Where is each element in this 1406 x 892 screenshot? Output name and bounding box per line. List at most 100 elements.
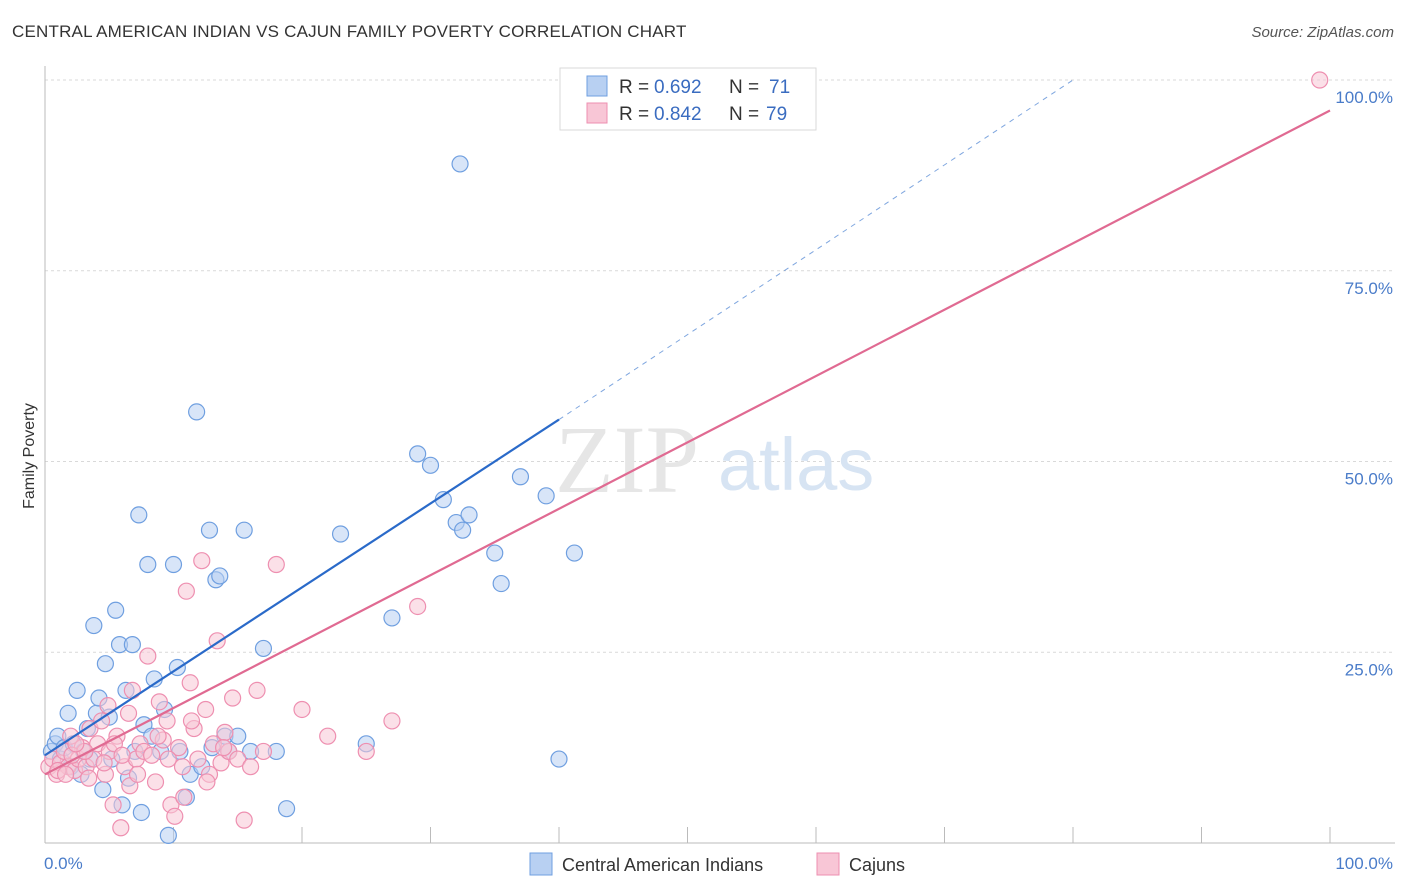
data-point: [123, 636, 141, 654]
legend-n-value-blue: 71: [769, 77, 790, 98]
data-point: [119, 704, 138, 722]
legend-r-label-pink: R =: [619, 104, 649, 125]
data-point: [211, 567, 229, 585]
data-point: [80, 769, 98, 787]
x-tick-label: 0.0%: [44, 854, 83, 873]
y-tick-label: 25.0%: [1345, 660, 1393, 679]
data-point: [454, 521, 472, 539]
series-legend-swatch-pink: [816, 852, 840, 876]
data-point: [550, 750, 568, 768]
legend-swatch-pink: [586, 102, 608, 124]
legend-r-value-pink: 0.842: [654, 104, 702, 125]
data-point: [409, 445, 427, 463]
data-point: [248, 681, 266, 700]
watermark: ZIP atlas: [555, 406, 874, 513]
data-point: [177, 582, 195, 600]
data-point: [215, 739, 233, 757]
data-point: [112, 819, 130, 837]
series-legend-label-pink: Cajuns: [849, 855, 905, 875]
data-point: [193, 552, 211, 570]
data-points: [40, 71, 1329, 844]
y-tick-labels: 100.0% 75.0% 50.0% 25.0%: [1335, 88, 1393, 679]
data-point: [159, 750, 177, 768]
data-point: [128, 765, 147, 783]
trend-lines: [44, 79, 1331, 776]
series-legend: Central American Indians Cajuns: [529, 852, 905, 876]
series-legend-swatch-blue: [529, 852, 553, 876]
data-point: [96, 655, 114, 673]
trend-line-pink: [44, 109, 1331, 776]
data-point: [139, 555, 157, 574]
data-point: [143, 746, 161, 764]
data-point: [409, 597, 427, 616]
y-tick-label: 50.0%: [1345, 470, 1393, 489]
data-point: [181, 674, 199, 692]
data-point: [224, 689, 242, 707]
data-point: [254, 742, 273, 761]
data-point: [198, 773, 216, 791]
data-point: [293, 700, 311, 719]
y-tick-label: 100.0%: [1335, 88, 1393, 107]
data-point: [511, 468, 530, 486]
data-point: [235, 811, 253, 829]
data-point: [331, 525, 350, 543]
data-point: [267, 555, 285, 574]
data-point: [107, 601, 125, 619]
chart-source: Source: ZipAtlas.com: [1251, 24, 1394, 41]
data-point: [197, 700, 215, 719]
data-point: [158, 712, 176, 730]
x-tick-label: 100.0%: [1335, 854, 1393, 873]
data-point: [242, 758, 260, 776]
data-point: [383, 609, 401, 627]
data-point: [254, 639, 273, 658]
data-point: [216, 723, 234, 741]
data-point: [486, 544, 504, 562]
data-point: [113, 746, 131, 764]
data-point: [159, 826, 177, 844]
chart-title: CENTRAL AMERICAN INDIAN VS CAJUN FAMILY …: [12, 22, 687, 41]
data-point: [189, 750, 207, 768]
data-point: [150, 693, 168, 711]
trend-line-blue-extension: [558, 79, 1074, 420]
watermark-atlas: atlas: [718, 423, 874, 506]
data-point: [146, 773, 165, 791]
data-point: [492, 574, 510, 593]
data-point: [235, 521, 253, 539]
data-point: [383, 712, 401, 730]
data-point: [277, 800, 296, 818]
data-point: [166, 807, 184, 825]
data-point: [149, 727, 167, 745]
data-point: [164, 555, 183, 574]
data-point: [357, 742, 375, 761]
data-point: [537, 487, 555, 505]
legend-swatch-blue: [586, 75, 608, 97]
data-point: [173, 758, 192, 776]
legend-r-value-blue: 0.692: [654, 77, 702, 98]
data-point: [123, 681, 141, 700]
legend-n-label-pink: N =: [729, 104, 759, 125]
y-tick-label: 75.0%: [1345, 279, 1393, 298]
data-point: [451, 155, 469, 173]
data-point: [421, 456, 440, 474]
data-point: [130, 506, 148, 524]
data-point: [565, 544, 584, 562]
watermark-zip: ZIP: [555, 406, 699, 513]
data-point: [59, 704, 77, 722]
gridlines: [45, 79, 1395, 653]
trend-line-blue: [44, 418, 560, 757]
data-point: [188, 403, 206, 421]
data-point: [229, 750, 247, 768]
stats-legend: R = 0.692 N = 71 R = 0.842 N = 79: [559, 67, 817, 131]
data-point: [319, 727, 337, 745]
legend-r-label-blue: R =: [619, 77, 649, 98]
data-point: [175, 788, 193, 806]
data-point: [170, 739, 188, 757]
data-point: [1311, 71, 1329, 89]
data-point: [139, 647, 157, 665]
data-point: [68, 681, 86, 700]
series-legend-label-blue: Central American Indians: [562, 855, 763, 875]
data-point: [56, 765, 75, 783]
series-cajuns: [40, 71, 1329, 837]
data-point: [460, 506, 478, 524]
data-point: [182, 712, 201, 730]
